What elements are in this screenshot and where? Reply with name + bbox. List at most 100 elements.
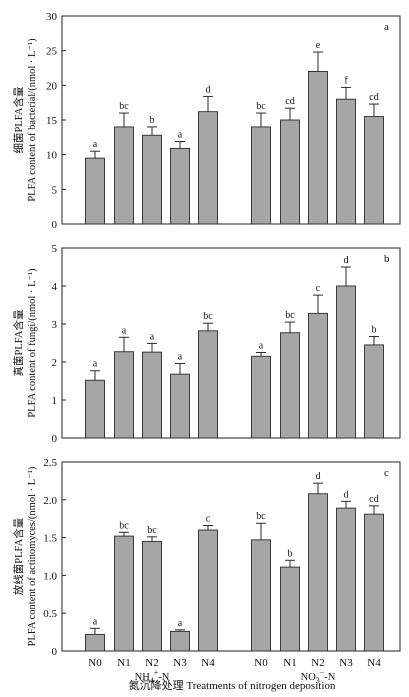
significance-letter: bc [256, 511, 266, 522]
significance-letter: a [150, 331, 155, 342]
significance-letter: d [344, 489, 349, 500]
y-tick-label: 25 [46, 46, 58, 58]
significance-letter: a [178, 618, 183, 629]
significance-letter: bc [119, 101, 129, 112]
y-tick-label: 1 [52, 395, 58, 407]
x-tick-label: N0 [254, 657, 268, 669]
y-tick-label: 2.0 [43, 495, 57, 507]
bar [114, 126, 134, 225]
bar [251, 539, 271, 652]
bar [308, 312, 328, 439]
y-tick-label: 0.5 [43, 608, 57, 620]
panel-c: 0 0.5 1.0 1.5 2.0 2.5 a bc bc a c bc b d d cd c 放线菌PLFA含量… [12, 457, 401, 658]
significance-letter: e [316, 40, 321, 51]
significance-letter: a [178, 129, 183, 140]
plot-frame [61, 247, 401, 439]
significance-letter: bc [147, 525, 157, 536]
y-tick-label: 0 [52, 219, 58, 231]
panel-b: 0 1 2 3 4 5 a a a a bc a bc c d b b 真菌PLFA含量 PLFA content … [12, 243, 401, 445]
bar [142, 351, 162, 439]
y-tick-label: 0 [52, 433, 58, 445]
panel-label: b [384, 253, 390, 265]
group-label: NO3−-N [301, 668, 336, 685]
bar [170, 630, 190, 652]
x-tick-label: N2 [145, 657, 158, 669]
significance-letter: bc [285, 310, 295, 321]
bar [251, 355, 271, 439]
bar [336, 98, 356, 225]
bar [85, 633, 105, 652]
bar [85, 379, 105, 439]
x-tick-label: N4 [367, 657, 381, 669]
bar [336, 507, 356, 652]
bar [170, 373, 190, 439]
bar [198, 330, 218, 439]
significance-letter: c [206, 514, 211, 525]
significance-letter: b [372, 325, 377, 336]
x-tick-label: N2 [311, 657, 324, 669]
y-tick-label: 30 [46, 11, 58, 23]
y-axis-label: 放线菌PLFA含量 PLFA content of actinomyces/(nm… [12, 466, 38, 646]
significance-letter: c [316, 283, 321, 294]
significance-letter: b [288, 548, 293, 559]
bar [114, 535, 134, 652]
bar [142, 134, 162, 225]
bar [114, 351, 134, 439]
significance-letter: a [122, 325, 127, 336]
x-tick-label: N1 [283, 657, 296, 669]
significance-letter: bc [256, 101, 266, 112]
bar [280, 566, 300, 652]
bar [280, 332, 300, 439]
y-tick-label: 3 [52, 319, 58, 331]
bar [308, 71, 328, 225]
bar [364, 344, 384, 439]
significance-letter: cd [369, 92, 378, 103]
bar [251, 126, 271, 225]
significance-letter: cd [285, 96, 294, 107]
x-tick-label: N4 [201, 657, 215, 669]
significance-letter: b [150, 115, 155, 126]
bar [364, 513, 384, 652]
y-axis-label: 细菌PLFA含量 PLFA content of bacterial/(nmol … [12, 38, 38, 202]
bar [198, 111, 218, 225]
bar [364, 116, 384, 225]
x-tick-label: N1 [117, 657, 130, 669]
significance-letter: d [316, 471, 321, 482]
significance-letter: a [178, 352, 183, 363]
x-tick-label: N3 [173, 657, 187, 669]
x-axis-labels: N0 N1 N2 N3 N4 N0 N1 N2 N3 N4 NH4+-N NO3−-N [88, 657, 381, 685]
group-label: NH4+-N [135, 668, 170, 685]
y-tick-label: 1.0 [43, 570, 57, 582]
x-axis-title: 氮沉降处理 Treatments of nitrogen deposition [129, 678, 336, 692]
significance-letter: d [344, 255, 349, 266]
y-tick-label: 2.5 [43, 457, 57, 469]
y-tick-label: 1.5 [43, 533, 57, 545]
significance-letter: a [93, 359, 98, 370]
bar [170, 147, 190, 225]
significance-letter: a [93, 616, 98, 627]
y-tick-label: 5 [52, 243, 58, 255]
y-axis-label: 真菌PLFA含量 PLFA content of fungi/(nmol · L⁻… [12, 268, 38, 418]
y-tick-label: 5 [52, 184, 58, 196]
bar [336, 285, 356, 439]
significance-letter: bc [203, 311, 213, 322]
y-tick-label: 10 [46, 150, 58, 162]
panel-a: 0 5 10 15 20 25 30 a bc b a d bc cd e f cd a 细菌PLFA含量 PLFA … [12, 11, 401, 231]
y-tick-label: 0 [52, 646, 58, 658]
y-tick-label: 20 [46, 80, 58, 92]
bar [198, 529, 218, 652]
significance-letter: bc [119, 520, 129, 531]
significance-letter: f [344, 75, 348, 86]
bar [142, 540, 162, 652]
significance-letter: a [259, 341, 264, 352]
significance-letter: a [93, 139, 98, 150]
significance-letter: cd [369, 494, 378, 505]
plot-frame [61, 461, 401, 652]
bar [308, 493, 328, 652]
y-tick-label: 2 [52, 357, 58, 369]
y-tick-label: 15 [46, 115, 58, 127]
bar [280, 119, 300, 225]
y-tick-label: 4 [52, 281, 58, 293]
